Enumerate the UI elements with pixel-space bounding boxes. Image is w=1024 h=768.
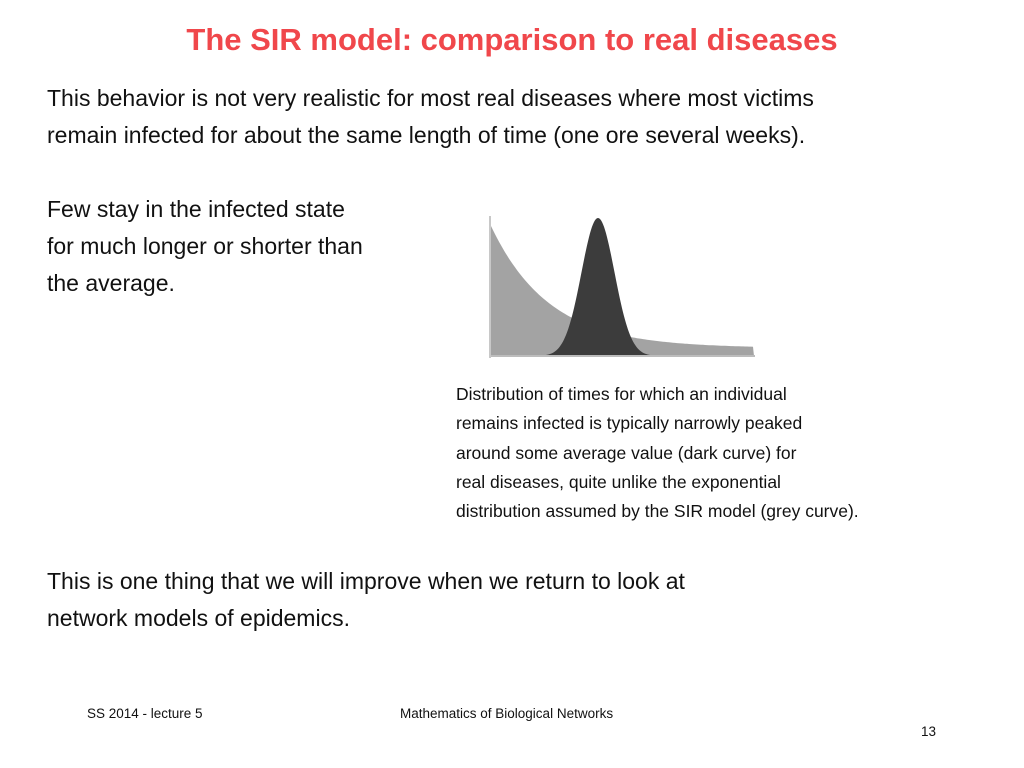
conclusion-paragraph: This is one thing that we will improve w… bbox=[47, 563, 685, 637]
footer-course-title: Mathematics of Biological Networks bbox=[400, 706, 614, 721]
intro-paragraph: This behavior is not very realistic for … bbox=[47, 80, 814, 154]
caption-line: remains infected is typically narrowly p… bbox=[456, 413, 803, 434]
intro-line: This behavior is not very realistic for … bbox=[47, 85, 814, 111]
infection-duration-figure bbox=[478, 208, 768, 368]
infection-duration-plot bbox=[489, 216, 755, 358]
infected-state-paragraph: Few stay in the infected state for much … bbox=[47, 191, 363, 302]
page-number: 13 bbox=[921, 724, 937, 739]
infected-state-line: Few stay in the infected state bbox=[47, 196, 345, 222]
footer-lecture: SS 2014 - lecture 5 bbox=[87, 706, 203, 721]
slide-title: The SIR model: comparison to real diseas… bbox=[186, 22, 838, 57]
infected-state-line: for much longer or shorter than bbox=[47, 233, 363, 259]
peaked-distribution-area bbox=[528, 218, 668, 356]
caption-line: Distribution of times for which an indiv… bbox=[456, 384, 787, 404]
intro-line: remain infected for about the same lengt… bbox=[47, 122, 806, 148]
caption-line: distribution assumed by the SIR model (g… bbox=[456, 501, 859, 522]
caption-line: real diseases, quite unlike the exponent… bbox=[456, 471, 781, 492]
caption-line: around some average value (dark curve) f… bbox=[456, 442, 797, 463]
conclusion-line: network models of epidemics. bbox=[47, 605, 350, 631]
figure-caption: Distribution of times for which an indiv… bbox=[456, 380, 859, 526]
exponential-distribution-area bbox=[491, 226, 754, 356]
conclusion-line: This is one thing that we will improve w… bbox=[47, 568, 685, 594]
infected-state-line: the average. bbox=[47, 270, 175, 296]
